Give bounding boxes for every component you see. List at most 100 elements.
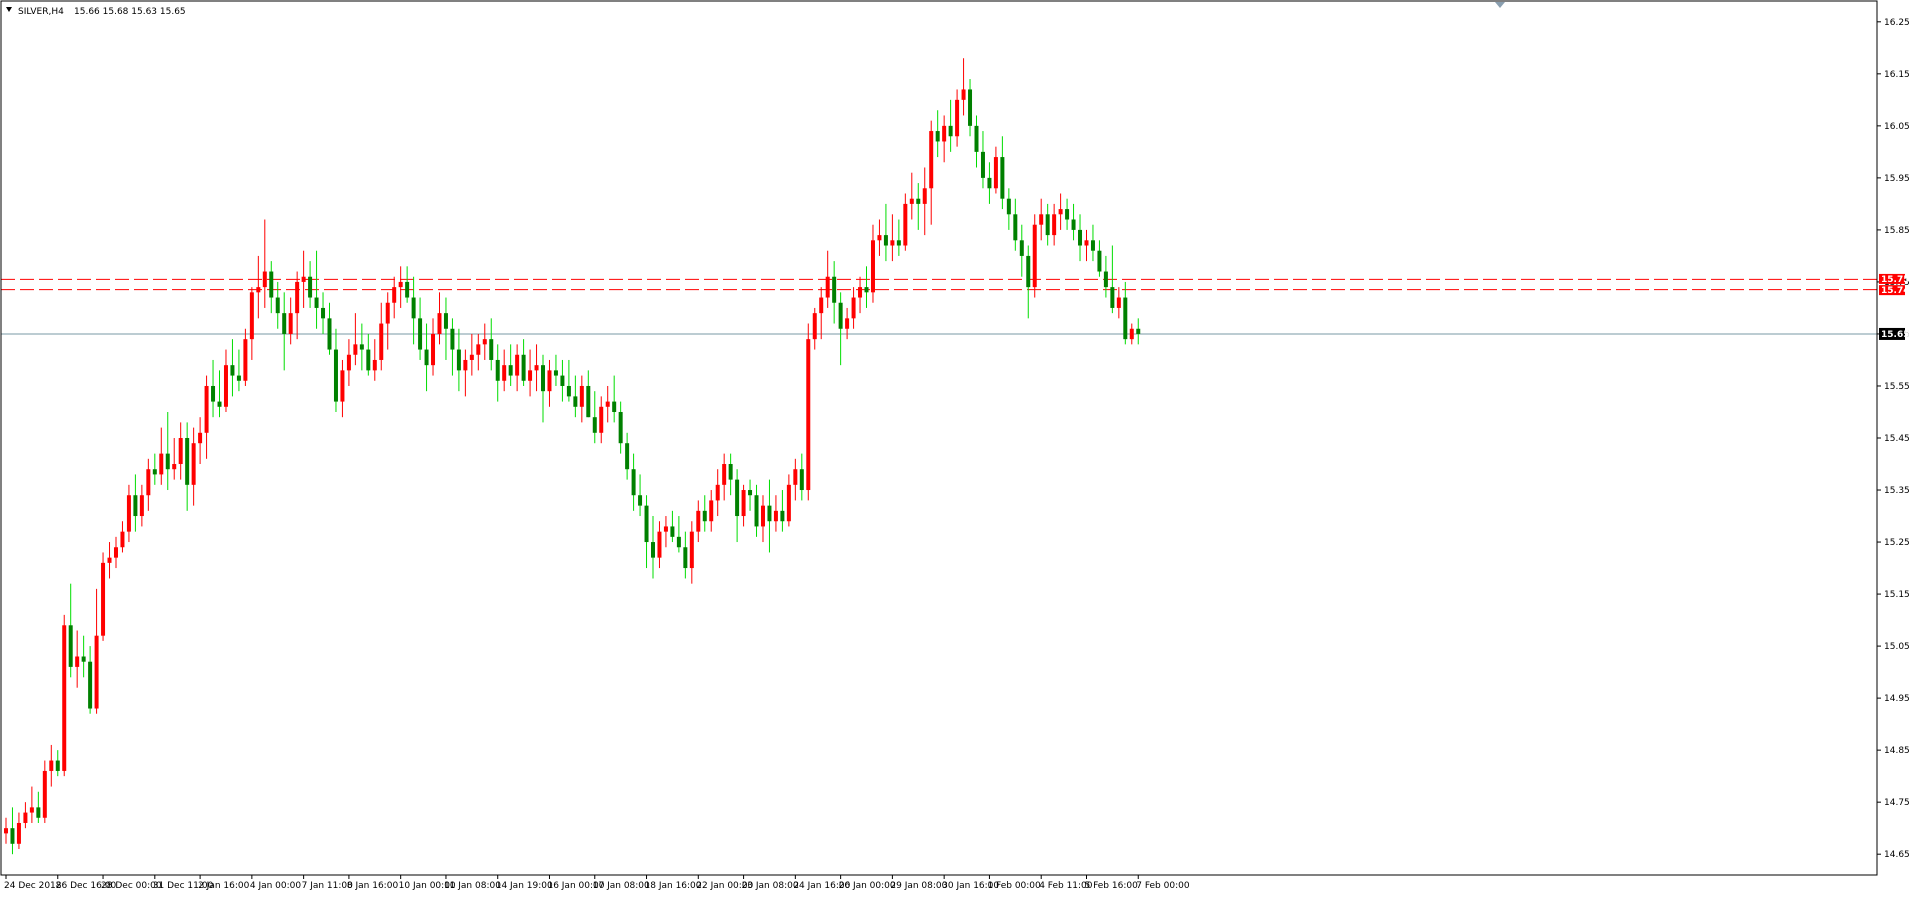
- candle-body: [275, 297, 280, 314]
- candle: [353, 313, 358, 366]
- candle-body: [845, 318, 850, 329]
- candle-body: [249, 292, 254, 340]
- chart-shift-marker-icon[interactable]: [1495, 2, 1505, 8]
- candle-body: [883, 235, 888, 246]
- level-tag-background: [1879, 285, 1905, 296]
- price-tick-label: 16.15: [1884, 70, 1910, 80]
- candle-body: [262, 271, 267, 288]
- candle: [696, 500, 701, 543]
- candle: [262, 219, 267, 308]
- candle-body: [55, 760, 60, 771]
- candle: [249, 287, 254, 360]
- candle: [1000, 136, 1005, 210]
- candle-body: [806, 339, 811, 491]
- price-tick-label: 14.95: [1884, 694, 1910, 704]
- candle: [547, 359, 552, 407]
- candle-body: [864, 287, 869, 293]
- candle-body: [709, 500, 714, 522]
- candle: [502, 349, 507, 392]
- time-tick-label: 24 Jan 16:00: [793, 881, 850, 891]
- candle: [4, 817, 8, 844]
- ohlc-readout: 15.66 15.68 15.63 15.65: [74, 7, 186, 17]
- candle-body: [42, 770, 47, 818]
- candle: [269, 261, 274, 314]
- candle-body: [735, 479, 740, 517]
- candle: [1110, 245, 1115, 314]
- candle-body: [760, 505, 765, 527]
- candles: [4, 58, 1141, 855]
- candle-body: [178, 438, 183, 465]
- candle-body: [191, 443, 196, 485]
- candle-body: [780, 510, 785, 522]
- candle-body: [321, 307, 326, 319]
- candle-body: [618, 411, 623, 444]
- candle: [178, 422, 183, 480]
- candle-body: [521, 354, 526, 381]
- candle-body: [301, 276, 306, 282]
- candle: [1026, 245, 1031, 319]
- candle: [1136, 318, 1141, 345]
- candle-body: [696, 510, 701, 532]
- candle: [256, 255, 261, 319]
- candle: [398, 266, 403, 308]
- candle: [68, 583, 73, 678]
- candle-body: [858, 287, 863, 298]
- candle: [508, 344, 513, 386]
- candle: [223, 349, 228, 412]
- candle: [217, 370, 222, 418]
- candle-body: [295, 281, 300, 314]
- level-tag-text: 15.74: [1881, 286, 1909, 296]
- candle-body: [987, 177, 992, 189]
- candle-body: [463, 359, 468, 371]
- candle: [469, 333, 474, 376]
- candle-body: [676, 536, 681, 548]
- candle-body: [793, 469, 798, 485]
- candle-body: [482, 339, 487, 345]
- candle-body: [1052, 214, 1057, 236]
- candle: [230, 339, 235, 397]
- candle-body: [832, 276, 837, 303]
- candle-body: [159, 453, 164, 475]
- candle-body: [230, 365, 235, 376]
- candle-body: [961, 89, 966, 100]
- candle-body: [1058, 209, 1063, 215]
- candle: [172, 438, 177, 480]
- candle: [838, 292, 843, 366]
- candle-body: [942, 125, 947, 142]
- candle: [10, 807, 15, 855]
- candle: [935, 110, 940, 158]
- candle-body: [314, 297, 319, 308]
- time-tick-label: 14 Jan 19:00: [496, 881, 553, 891]
- candle: [1032, 214, 1037, 298]
- collapse-arrow-icon[interactable]: [6, 7, 12, 12]
- candle: [75, 630, 80, 688]
- candle: [903, 193, 908, 251]
- candle-body: [722, 464, 727, 485]
- candle-body: [1006, 198, 1011, 215]
- candle-body: [327, 318, 332, 350]
- candle: [987, 162, 992, 204]
- candle: [579, 375, 584, 423]
- candle: [735, 469, 740, 543]
- level-tag-background: [1879, 273, 1905, 284]
- time-tick-label: 26 Dec 16:00: [56, 881, 117, 891]
- candle-body: [10, 828, 15, 844]
- candle-body: [398, 281, 403, 288]
- candle-body: [1039, 214, 1044, 225]
- candle: [159, 427, 164, 485]
- candle-body: [683, 547, 688, 569]
- candle: [780, 490, 785, 532]
- candle-body: [1013, 214, 1018, 241]
- candle: [1071, 203, 1076, 241]
- time-tick-label: 4 Feb 11:00: [1039, 881, 1093, 891]
- price-tick-label: 16.25: [1884, 18, 1910, 28]
- candle-body: [288, 313, 293, 334]
- candle-body: [767, 505, 772, 522]
- candle-body: [113, 547, 118, 558]
- candle-body: [541, 365, 546, 392]
- candle-body: [948, 125, 953, 137]
- price-tick-label: 15.25: [1884, 538, 1910, 548]
- candle: [676, 516, 681, 553]
